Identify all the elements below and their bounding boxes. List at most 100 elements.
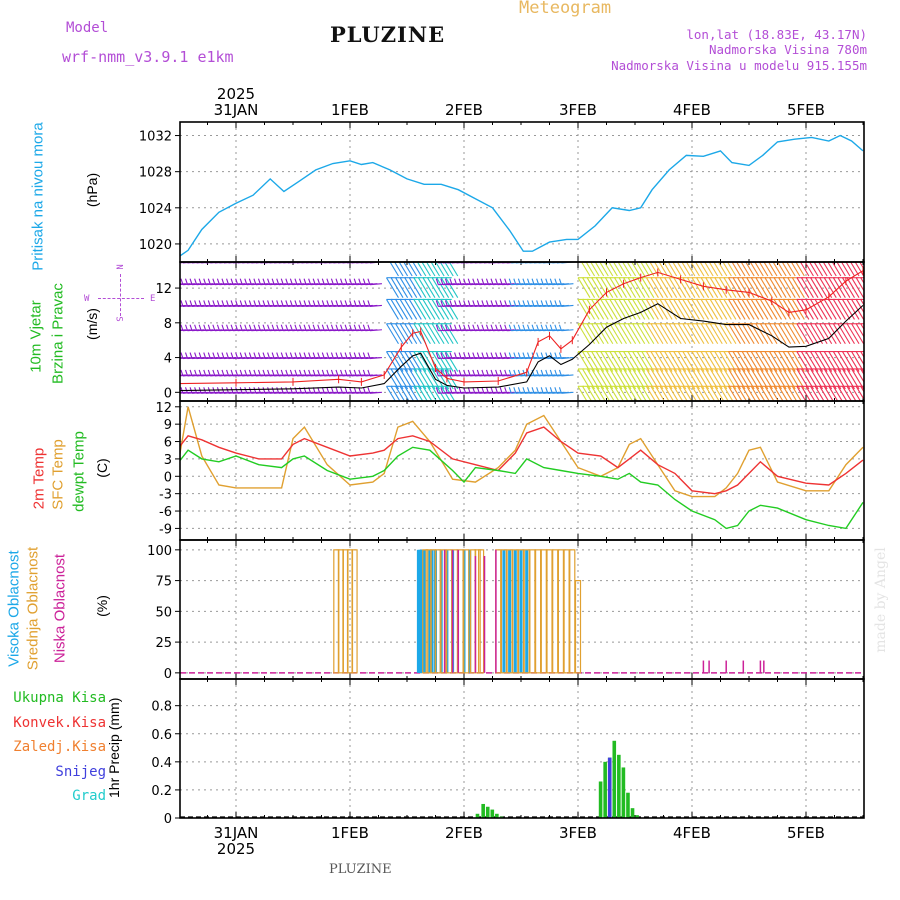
wind-barb-shaft	[755, 299, 769, 320]
wind-barb-flag	[340, 352, 344, 359]
wind-barb-shaft	[832, 351, 846, 372]
y-tick-label-wind: 0	[164, 386, 172, 401]
wind-barb-shaft	[696, 299, 710, 320]
wind-barb-flag	[262, 352, 266, 359]
wind-barb-flag	[531, 278, 535, 285]
wind-barb-flag	[358, 300, 362, 307]
wind-barb-shaft	[595, 299, 609, 320]
wind-barb-shaft	[436, 277, 450, 299]
high-cloud-bar	[525, 549, 529, 673]
wind-barb-shaft	[421, 262, 431, 277]
wind-barb	[631, 262, 641, 277]
wind-barb-flag	[230, 387, 234, 394]
wind-barb-flag	[508, 324, 512, 331]
wind-barb-flag	[467, 352, 471, 359]
wind-barb-shaft	[390, 368, 404, 390]
wind-barb-shaft	[604, 299, 618, 320]
wind-barb-flag	[180, 278, 184, 285]
wind-barb-shaft	[717, 262, 728, 277]
wind-barb-shaft	[399, 299, 413, 320]
temp-2m-line	[180, 426, 864, 495]
wind-barb-flag	[508, 300, 512, 307]
wind-barb-flag	[294, 300, 298, 307]
wind-barb-flag	[271, 387, 275, 394]
wind-barb-shaft	[614, 299, 627, 320]
wind-barb-flag	[513, 369, 517, 377]
wind-barb-shaft	[846, 299, 860, 320]
wind-barb-shaft	[741, 277, 755, 299]
wind-barb-shaft	[714, 277, 728, 299]
wind-barb-flag	[176, 257, 178, 263]
wind-barb-flag	[172, 387, 174, 393]
wind-barb-shaft	[664, 323, 678, 345]
wind-barb-shaft	[632, 299, 646, 320]
wind-barb-shaft	[831, 262, 842, 277]
wind-barb-flag	[481, 369, 485, 377]
wind-barb-flag	[189, 324, 193, 331]
wind-barb-shaft	[431, 299, 445, 320]
wind-barb	[672, 262, 682, 277]
wind-barb-shaft	[790, 262, 801, 277]
wind-barb-shaft	[723, 386, 734, 401]
wind-barb-shaft	[778, 351, 792, 372]
wind-barb-shaft	[369, 304, 382, 307]
wind-barb-shaft	[599, 262, 609, 277]
wind-barb-shaft	[778, 277, 792, 299]
wind-barb-flag	[221, 324, 225, 331]
wind-barb-flag	[344, 352, 348, 359]
wind-barb-flag	[212, 278, 216, 285]
wind-barb-flag	[444, 352, 448, 359]
wind-barb-flag	[216, 369, 220, 377]
wind-barb-flag	[526, 300, 531, 307]
wind-barb-shaft	[796, 277, 810, 299]
coords-text: lon,lat (18.83E, 43.17N)	[686, 27, 867, 42]
wind-barb-flag	[490, 387, 494, 394]
wind-barb-shaft	[735, 262, 746, 277]
wind-barb-shaft	[714, 323, 728, 345]
wind-barb-flag	[449, 278, 453, 285]
y-tick-label-temperature: 6	[164, 436, 172, 451]
wind-barb-shaft	[645, 351, 659, 372]
wind-barb	[676, 262, 687, 277]
wind-barb-shaft	[658, 262, 668, 277]
wind-barb-flag	[280, 369, 284, 377]
wind-barb-flag	[358, 324, 362, 331]
y-tick-label-pressure: 1020	[139, 238, 172, 253]
wind-barb-shaft	[842, 323, 855, 345]
wind-barb-shaft	[604, 277, 618, 299]
wind-barb	[626, 262, 637, 277]
wind-barb-shaft	[772, 262, 782, 277]
y-tick-label-temperature: -9	[159, 522, 172, 537]
wind-barb-shaft	[709, 386, 720, 401]
wind-barb-flag	[248, 300, 252, 307]
wind-barb-flag	[472, 278, 476, 285]
wind-barb-shaft	[436, 299, 450, 320]
wind-barb-flag	[267, 300, 271, 307]
wind-barb-shaft	[677, 323, 691, 345]
wind-barb-shaft	[659, 368, 673, 390]
wind-barb-flag	[499, 278, 503, 285]
wind-barb-shaft	[723, 351, 737, 372]
wind-barb-shaft	[791, 368, 805, 390]
wind-barb-shaft	[728, 277, 741, 299]
wind-barb-shaft	[614, 323, 627, 345]
wind-barb-shaft	[773, 351, 787, 372]
wind-barb-shaft	[728, 323, 741, 345]
y-tick-label-precip: 0.2	[151, 784, 172, 799]
wind-barb-shaft	[778, 386, 789, 401]
wind-barb-flag	[180, 324, 184, 331]
wind-barb-shaft	[594, 262, 605, 277]
y-tick-label-temperature: 9	[164, 418, 172, 433]
wind-barb-shaft	[759, 277, 773, 299]
wind-barb-shaft	[860, 277, 864, 285]
wind-barb-flag	[239, 369, 243, 377]
mid-cloud-bar	[569, 549, 576, 674]
wind-barb-flag	[481, 387, 485, 394]
wind-barb	[813, 262, 824, 277]
precip-plot	[180, 740, 864, 818]
wind-barb	[767, 262, 778, 277]
compass-icon: W E N S	[84, 262, 174, 332]
wind-barb-flag	[536, 369, 540, 377]
wind-barb-flag	[362, 369, 366, 377]
wind-barb-flag	[294, 278, 298, 285]
